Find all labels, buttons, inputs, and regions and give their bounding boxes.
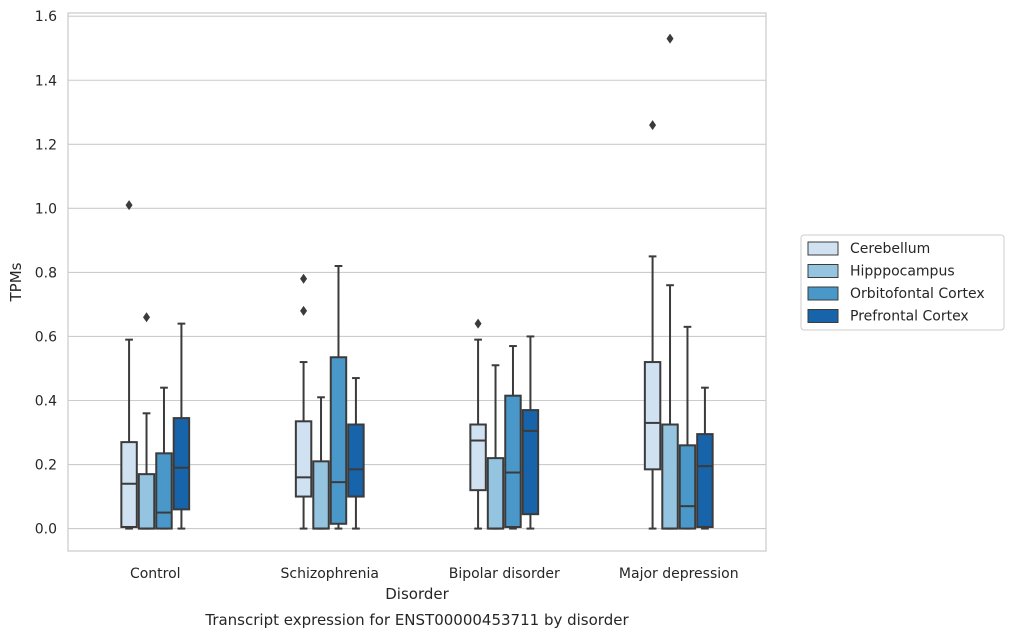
- outlier-point: [143, 312, 151, 323]
- box-3-1: [661, 33, 679, 530]
- box-body: [486, 457, 505, 530]
- box-2-0: [469, 318, 487, 530]
- box-body: [329, 356, 348, 525]
- legend-label: Orbitofontal Cortex: [850, 286, 985, 302]
- box-3-3: [696, 386, 714, 530]
- legend-label: Hipppocampus: [850, 264, 955, 280]
- legend-items: Cerebellum Hipppocampus Orbitofontal Corte…: [807, 241, 985, 325]
- chart-caption: Transcript expression for ENST0000045371…: [204, 611, 629, 629]
- box-body: [137, 473, 156, 530]
- y-tick-label: 1.0: [35, 201, 57, 217]
- outlier-point: [649, 120, 657, 131]
- boxes: [120, 33, 714, 530]
- box-body: [155, 452, 173, 530]
- y-tick-label: 0.2: [35, 458, 57, 474]
- box-body: [696, 433, 714, 528]
- legend-label: Prefrontal Cortex: [850, 309, 969, 325]
- box-body: [294, 420, 313, 498]
- box-body: [661, 423, 679, 530]
- x-tick-label: Schizophrenia: [281, 566, 379, 582]
- box-1-2: [329, 264, 348, 530]
- box-body: [469, 423, 487, 492]
- box-body: [347, 423, 365, 498]
- y-tick-label: 0.0: [35, 522, 57, 538]
- box-2-3: [521, 335, 540, 530]
- box-0-1: [137, 312, 156, 530]
- x-tick-label: Bipolar disorder: [449, 566, 560, 582]
- legend-swatch: [807, 286, 839, 301]
- box-body: [312, 460, 330, 530]
- y-tick-label: 1.2: [35, 137, 57, 153]
- x-tick-label: Major depression: [619, 566, 739, 582]
- box-body: [643, 361, 662, 471]
- y-tick-labels: 0.0 0.2 0.4 0.6 0.8 1.0 1.2 1.4 1.6: [35, 9, 57, 537]
- legend-label: Cerebellum: [850, 241, 930, 257]
- y-tick-label: 1.6: [35, 9, 57, 25]
- y-tick-label: 0.4: [35, 393, 57, 409]
- outlier-point: [300, 273, 308, 284]
- x-axis-title: Disorder: [385, 585, 449, 603]
- outlier-point: [474, 318, 482, 329]
- box-body: [172, 417, 191, 511]
- box-2-1: [486, 364, 505, 530]
- legend-frame: [800, 234, 1005, 331]
- box-body: [504, 394, 522, 528]
- box-2-2: [504, 345, 522, 530]
- x-tick-labels: Control Schizophrenia Bipolar disorder Majo…: [130, 566, 739, 582]
- legend-swatch: [807, 241, 839, 256]
- box-1-3: [347, 377, 365, 530]
- box-0-0: [120, 200, 138, 530]
- y-tick-label: 1.4: [35, 73, 57, 89]
- box-1-1: [312, 396, 330, 530]
- legend-swatch: [807, 309, 839, 323]
- box-3-0: [643, 120, 662, 530]
- outlier-point: [666, 33, 674, 44]
- box-0-3: [172, 322, 191, 530]
- outlier-point: [300, 305, 308, 316]
- box-0-2: [155, 386, 173, 530]
- box-body: [678, 444, 697, 530]
- box-3-2: [678, 325, 697, 530]
- y-tick-label: 0.6: [35, 329, 57, 345]
- legend: Cerebellum Hipppocampus Orbitofontal Corte…: [800, 234, 1005, 331]
- x-tick-label: Control: [130, 566, 181, 582]
- y-axis-title: TPMs: [7, 262, 25, 302]
- box-1-0: [294, 273, 313, 530]
- y-tick-label: 0.8: [35, 265, 57, 281]
- legend-swatch: [807, 264, 839, 278]
- box-body: [521, 409, 540, 516]
- outlier-point: [125, 200, 133, 211]
